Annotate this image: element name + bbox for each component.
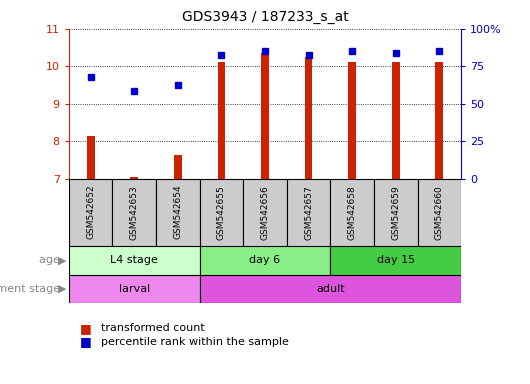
Text: GSM542655: GSM542655: [217, 185, 226, 240]
Bar: [69, 179, 112, 246]
Bar: [435, 63, 443, 179]
Bar: [374, 179, 418, 246]
Text: ▶: ▶: [58, 255, 66, 265]
Bar: [200, 246, 330, 275]
Bar: [261, 53, 269, 179]
Text: day 15: day 15: [377, 255, 415, 265]
Bar: [69, 246, 200, 275]
Text: GSM542660: GSM542660: [435, 185, 444, 240]
Text: day 6: day 6: [250, 255, 280, 265]
Bar: [348, 63, 356, 179]
Bar: [130, 177, 138, 179]
Bar: [87, 136, 95, 179]
Bar: [69, 275, 200, 303]
Bar: [112, 179, 156, 246]
Text: L4 stage: L4 stage: [110, 255, 158, 265]
Text: transformed count: transformed count: [101, 323, 205, 333]
Bar: [156, 179, 200, 246]
Text: larval: larval: [119, 284, 150, 294]
Bar: [200, 275, 461, 303]
Text: GSM542658: GSM542658: [348, 185, 357, 240]
Text: ■: ■: [80, 335, 91, 348]
Text: GSM542656: GSM542656: [261, 185, 269, 240]
Bar: [217, 63, 225, 179]
Text: GSM542659: GSM542659: [391, 185, 400, 240]
Text: GSM542657: GSM542657: [304, 185, 313, 240]
Bar: [305, 57, 313, 179]
Text: GDS3943 / 187233_s_at: GDS3943 / 187233_s_at: [182, 10, 348, 23]
Bar: [243, 179, 287, 246]
Bar: [330, 246, 461, 275]
Text: GSM542654: GSM542654: [173, 185, 182, 240]
Text: ■: ■: [80, 322, 91, 335]
Text: percentile rank within the sample: percentile rank within the sample: [101, 337, 288, 347]
Bar: [174, 156, 182, 179]
Bar: [418, 179, 461, 246]
Text: GSM542652: GSM542652: [86, 185, 95, 240]
Bar: [200, 179, 243, 246]
Bar: [392, 63, 400, 179]
Bar: [287, 179, 330, 246]
Text: GSM542653: GSM542653: [130, 185, 139, 240]
Bar: [330, 179, 374, 246]
Text: adult: adult: [316, 284, 344, 294]
Text: development stage: development stage: [0, 284, 64, 294]
Text: age: age: [39, 255, 64, 265]
Text: ▶: ▶: [58, 284, 66, 294]
